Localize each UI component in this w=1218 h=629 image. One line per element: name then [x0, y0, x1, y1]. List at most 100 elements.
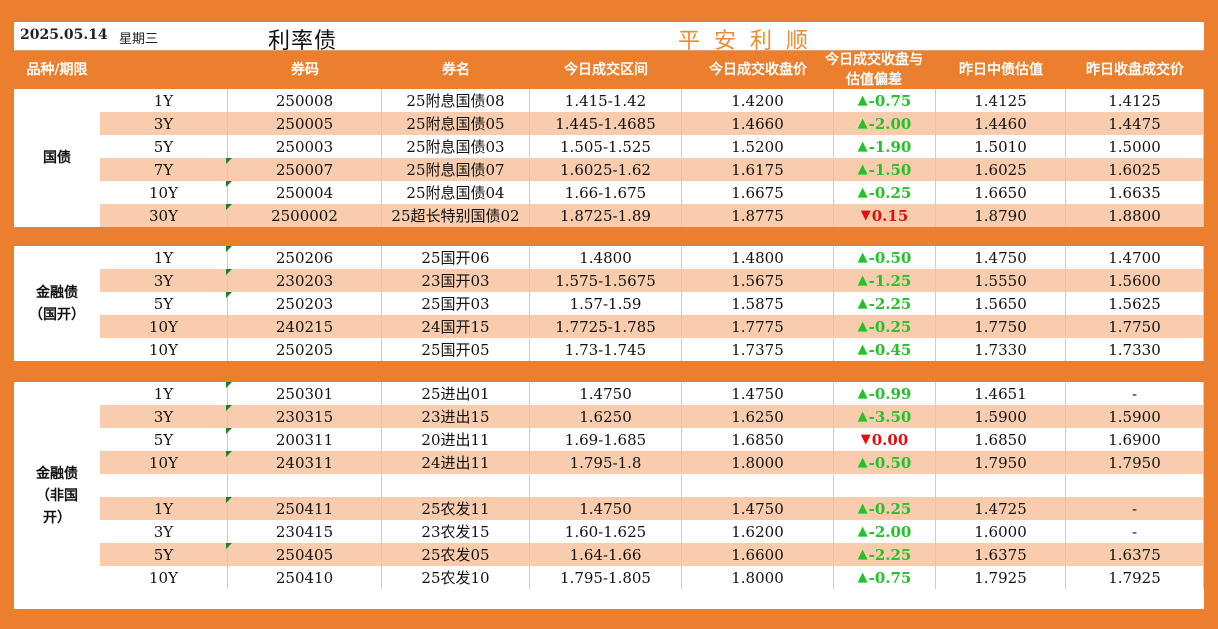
down-arrow-icon: ▼: [860, 208, 871, 223]
cell-prev: 1.5900: [1066, 405, 1204, 428]
cell-marker-icon: [226, 158, 232, 164]
cell-close: 1.6175: [682, 158, 834, 181]
table-row: 1Y 250206 25国开06 1.4800 1.4800 ▲ -0.50 1.4750 1.…: [100, 246, 1204, 269]
cell-close: 1.8000: [682, 566, 834, 589]
cell-tenor: 5Y: [100, 135, 228, 158]
cell-tenor: 3Y: [100, 405, 228, 428]
cell-range: 1.4750: [530, 382, 682, 405]
up-arrow-icon: ▲: [857, 296, 868, 311]
cell-close: 1.6200: [682, 520, 834, 543]
cell-tenor: 3Y: [100, 269, 228, 292]
cell-dev: ▲ -2.25: [834, 292, 936, 315]
cell-marker-icon: [226, 269, 232, 275]
cell-val: 1.7750: [936, 315, 1066, 338]
cell-code: 230315: [228, 405, 382, 428]
up-arrow-icon: ▲: [857, 455, 868, 470]
cell-code: 250301: [228, 382, 382, 405]
cell-range: 1.4750: [530, 497, 682, 520]
table-row: 10Y 250205 25国开05 1.73-1.745 1.7375 ▲ -0.45 1.7…: [100, 338, 1204, 361]
cell-dev: ▲ -0.25: [834, 181, 936, 204]
col-header-range: 今日成交区间: [564, 62, 648, 78]
table-row: 1Y 250008 25附息国债08 1.415-1.42 1.4200 ▲ -0.75 1.…: [100, 89, 1204, 112]
cell-range: 1.69-1.685: [530, 428, 682, 451]
category-label: 金融债 （国开）: [14, 246, 100, 361]
cell-tenor: [100, 474, 228, 497]
cell-code: [228, 474, 382, 497]
cell-dev: ▲ -0.25: [834, 315, 936, 338]
cell-name: 25附息国债08: [382, 89, 530, 112]
cell-tenor: 10Y: [100, 338, 228, 361]
deviation-value: -2.25: [868, 294, 912, 313]
cell-dev: ▲ -0.50: [834, 246, 936, 269]
deviation-value: 0.00: [871, 430, 909, 449]
cell-prev: -: [1066, 520, 1204, 543]
cell-prev: 1.4475: [1066, 112, 1204, 135]
cell-marker-icon: [226, 497, 232, 503]
table-row: 3Y 250005 25附息国债05 1.445-1.4685 1.4660 ▲ -2.00…: [100, 112, 1204, 135]
cell-tenor: 1Y: [100, 89, 228, 112]
table-row: 30Y 2500002 25超长特别国债02 1.8725-1.89 1.8775 ▼ 0.…: [100, 204, 1204, 227]
cell-tenor: 10Y: [100, 566, 228, 589]
cell-val: 1.7330: [936, 338, 1066, 361]
cell-val: 1.5550: [936, 269, 1066, 292]
up-arrow-icon: ▲: [857, 250, 868, 265]
up-arrow-icon: ▲: [857, 116, 868, 131]
cell-dev: ▼ 0.00: [834, 428, 936, 451]
cell-tenor: 7Y: [100, 158, 228, 181]
up-arrow-icon: ▲: [857, 139, 868, 154]
deviation-value: -0.25: [868, 499, 912, 518]
col-header-deviation: 今日成交收盘与 估值偏差: [812, 51, 936, 89]
cell-range: 1.4800: [530, 246, 682, 269]
cell-close: 1.4750: [682, 497, 834, 520]
cell-code: 250003: [228, 135, 382, 158]
deviation-value: -0.45: [868, 340, 912, 359]
cell-dev: ▲ -1.25: [834, 269, 936, 292]
section-1: 国债 1Y 250008 25附息国债08 1.415-1.42 1.4200 ▲ -0.75…: [14, 89, 1204, 227]
table-row: 5Y 250405 25农发05 1.64-1.66 1.6600 ▲ -2.25 1.637…: [100, 543, 1204, 566]
table-row: 10Y 240215 24国开15 1.7725-1.785 1.7775 ▲ -0.25 1…: [100, 315, 1204, 338]
cell-range: 1.6025-1.62: [530, 158, 682, 181]
deviation-value: -2.00: [868, 114, 912, 133]
cell-val: 1.6025: [936, 158, 1066, 181]
cell-dev: ▲ -1.90: [834, 135, 936, 158]
cell-name: 24进出11: [382, 451, 530, 474]
cell-close: 1.4200: [682, 89, 834, 112]
table-row: 10Y 250004 25附息国债04 1.66-1.675 1.6675 ▲ -0.25 1…: [100, 181, 1204, 204]
cell-range: 1.505-1.525: [530, 135, 682, 158]
cell-prev: 1.6635: [1066, 181, 1204, 204]
deviation-value: -0.25: [868, 183, 912, 202]
cell-marker-icon: [226, 204, 232, 210]
cell-val: 1.6850: [936, 428, 1066, 451]
up-arrow-icon: ▲: [857, 386, 868, 401]
cell-marker-icon: [226, 451, 232, 457]
cell-close: 1.4750: [682, 382, 834, 405]
col-header-name: 券名: [442, 62, 470, 78]
cell-tenor: 10Y: [100, 315, 228, 338]
cell-dev: ▲ -0.45: [834, 338, 936, 361]
cell-close: 1.5675: [682, 269, 834, 292]
cell-range: 1.415-1.42: [530, 89, 682, 112]
cell-val: 1.6650: [936, 181, 1066, 204]
cell-code: 250411: [228, 497, 382, 520]
deviation-value: -0.25: [868, 317, 912, 336]
section-2: 金融债 （国开） 1Y 250206 25国开06 1.4800 1.4800 ▲ -0.50…: [14, 246, 1204, 361]
cell-range: 1.6250: [530, 405, 682, 428]
cell-val: 1.4725: [936, 497, 1066, 520]
cell-tenor: 1Y: [100, 382, 228, 405]
cell-marker-icon: [226, 428, 232, 434]
deviation-value: -0.99: [868, 384, 912, 403]
cell-prev: 1.6900: [1066, 428, 1204, 451]
cell-dev: ▲ -1.50: [834, 158, 936, 181]
cell-code: 250203: [228, 292, 382, 315]
col-header-category: 品种/期限: [26, 62, 88, 78]
cell-val: [936, 474, 1066, 497]
cell-close: 1.5875: [682, 292, 834, 315]
cell-name: 25农发11: [382, 497, 530, 520]
cell-name: 25附息国债03: [382, 135, 530, 158]
cell-val: 1.6000: [936, 520, 1066, 543]
deviation-value: -1.50: [868, 160, 912, 179]
table-row: 3Y 230415 23农发15 1.60-1.625 1.6200 ▲ -2.00 1.60…: [100, 520, 1204, 543]
cell-tenor: 10Y: [100, 181, 228, 204]
cell-tenor: 3Y: [100, 112, 228, 135]
